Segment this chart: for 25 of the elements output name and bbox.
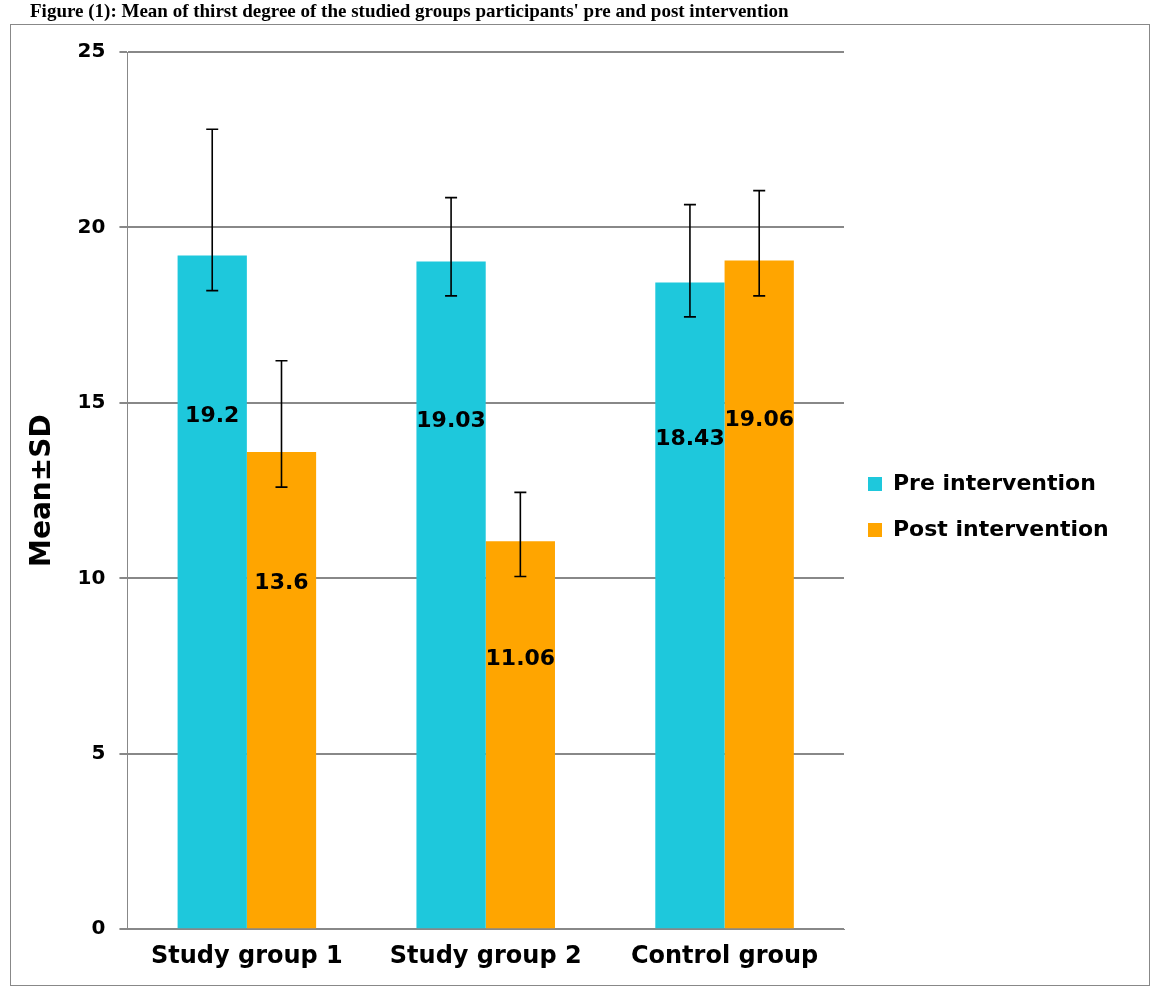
x-tick-label: Study group 1 [150, 940, 343, 969]
data-label: 18.43 [655, 425, 725, 451]
y-tick-label: 15 [77, 389, 106, 414]
y-axis-title: Mean±SD [24, 414, 58, 567]
legend-label: Pre intervention [893, 469, 1096, 495]
y-tick-label: 20 [77, 213, 106, 238]
data-label: 13.6 [254, 569, 309, 595]
bar [246, 452, 317, 929]
data-label: 19.2 [185, 402, 240, 428]
x-tick-label: Control group [630, 940, 819, 969]
legend-label: Post intervention [893, 515, 1109, 541]
bar [655, 282, 725, 929]
bar [724, 260, 794, 929]
y-tick-label: 0 [91, 915, 106, 940]
x-tick-label: Study group 2 [389, 940, 582, 969]
data-label: 11.06 [485, 644, 556, 670]
y-tick-label: 5 [91, 739, 106, 764]
chart-title: Figure (1): Mean of thirst degree of the studied groups participants' pre and post intervention [30, 0, 789, 22]
y-tick-label: 25 [77, 38, 106, 63]
bar [485, 541, 555, 929]
data-label: 19.06 [724, 406, 794, 432]
data-label: 19.03 [416, 407, 486, 433]
bar [416, 261, 486, 929]
y-tick-label: 10 [77, 564, 106, 589]
bar [177, 255, 247, 929]
